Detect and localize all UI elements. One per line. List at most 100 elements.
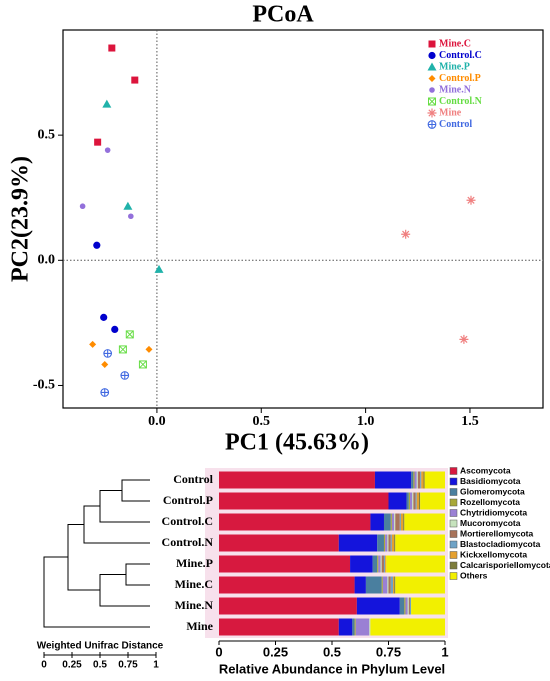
dendrogram — [43, 479, 150, 628]
y-tick-label: Mine — [186, 619, 213, 633]
bar-segment — [407, 597, 409, 615]
x-tick-label: 0.25 — [263, 644, 288, 659]
bar-segment — [406, 492, 409, 510]
bar-segment — [338, 534, 378, 552]
dendro-scale-label: 0.75 — [118, 660, 138, 671]
bar-segment — [390, 534, 392, 552]
y-tick-label: Control — [173, 472, 213, 486]
marker-shape — [104, 147, 111, 153]
marker-shape — [428, 75, 436, 82]
legend-label: Mortierellomycota — [460, 528, 533, 538]
marker-shape — [428, 40, 436, 48]
bar-segment — [386, 555, 445, 573]
marker-shape — [138, 360, 147, 369]
bar-segment — [400, 513, 404, 531]
point — [145, 345, 153, 353]
marker-shape — [120, 371, 129, 380]
legend-label: Control.N — [439, 96, 483, 107]
bar-segment — [383, 555, 386, 573]
marker-shape — [128, 213, 134, 220]
bar-segment — [219, 471, 375, 489]
legend-swatch — [449, 519, 458, 528]
marker-shape — [428, 120, 436, 129]
bar-segment — [394, 576, 396, 594]
bar-segment — [412, 492, 414, 510]
bar-segment — [403, 513, 405, 531]
bar-segment — [219, 597, 357, 615]
x-tick-label: 0 — [215, 644, 222, 659]
bar-segment — [383, 513, 391, 531]
bar-segment — [381, 555, 384, 573]
legend-label: Ascomycota — [460, 465, 511, 475]
legend-swatch — [449, 540, 458, 549]
x-tick-label: 0.75 — [376, 644, 401, 659]
bar-segment — [388, 492, 407, 510]
bar-segment — [385, 534, 388, 552]
legend-label: Others — [460, 570, 488, 580]
marker-shape — [428, 51, 436, 60]
point — [94, 138, 102, 146]
bar-segment — [355, 618, 370, 636]
legend-marker — [428, 51, 436, 60]
bar-segment — [408, 597, 410, 615]
marker-shape — [101, 360, 109, 368]
marker-shape — [102, 99, 112, 108]
point — [154, 264, 164, 273]
bar-segment — [423, 471, 425, 489]
bar-segment — [388, 534, 391, 552]
point — [101, 360, 109, 368]
bar-segment — [390, 513, 392, 531]
marker-shape — [125, 330, 134, 339]
bar-segment — [380, 555, 382, 573]
point — [138, 360, 147, 369]
legend-marker — [428, 97, 436, 106]
legend-label: Control.P — [439, 73, 481, 84]
legend-label: Basidiomycota — [460, 476, 521, 486]
bar-segment — [381, 576, 383, 594]
x-tick-label: 0.5 — [323, 644, 341, 659]
bar-segment — [413, 471, 415, 489]
point — [131, 76, 139, 84]
legend-label: Chytridiomycota — [460, 507, 527, 517]
legend-label: Mine.C — [439, 38, 471, 49]
legend-label: Control.C — [439, 50, 482, 61]
bar-segment — [414, 471, 417, 489]
bar-segment — [370, 513, 384, 531]
bar-segment — [408, 492, 410, 510]
point — [103, 349, 113, 358]
bar-segment — [411, 597, 445, 615]
bar-segment — [352, 618, 355, 636]
bar-segment — [393, 576, 395, 594]
point — [128, 213, 134, 220]
bar-segment — [377, 534, 384, 552]
marker-shape — [103, 349, 112, 358]
bar-segment — [411, 471, 414, 489]
y-tick-label: Control.C — [162, 514, 213, 528]
legend-label: Calcarisporiellomycota — [460, 560, 550, 570]
dendro-branch — [43, 556, 150, 628]
marker-shape — [118, 345, 127, 354]
dendro-scale-title: Weighted Unifrac Distance — [37, 641, 164, 652]
point — [93, 241, 101, 249]
marker-shape — [119, 345, 127, 354]
bar-segment — [219, 534, 339, 552]
legend-label: Mine.N — [439, 84, 472, 95]
legend-label: Rozellomycota — [460, 497, 520, 507]
marker-shape — [139, 360, 147, 369]
bar-segment — [409, 597, 412, 615]
marker-shape — [125, 330, 134, 339]
bar-segment — [395, 534, 445, 552]
marker-shape — [93, 241, 101, 249]
x-axis-label: Relative Abundance in Phylum Level — [219, 661, 445, 676]
bar-segment — [369, 618, 371, 636]
legend-swatch — [449, 498, 458, 507]
bar-segment — [399, 513, 401, 531]
legend-label: Mucoromycota — [460, 518, 521, 528]
bar-segment — [409, 492, 413, 510]
marker-shape — [145, 345, 153, 353]
bar-segment — [394, 534, 396, 552]
bar-segment — [421, 471, 424, 489]
bar-segment — [378, 555, 381, 573]
